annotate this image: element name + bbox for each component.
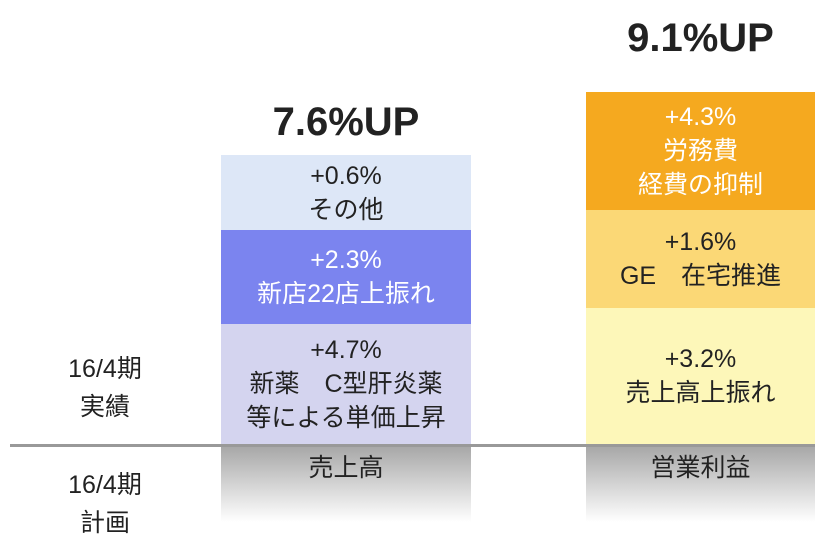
segment-text: GE 在宅推進: [619, 262, 782, 290]
segment: +4.7% 新薬 C型肝炎薬 等による単価上昇: [221, 324, 471, 444]
segment-text: +3.2%: [664, 345, 737, 373]
row-label-plan: 16/4期 計画: [40, 466, 170, 542]
segment: +0.6% その他: [221, 155, 471, 230]
row-label-line: 実績: [79, 393, 130, 421]
segment-text: 労務費: [662, 137, 738, 165]
column-title: 7.6%UP: [272, 100, 420, 144]
segment-text: +2.3%: [310, 246, 382, 274]
column-label: 売上高: [221, 447, 471, 522]
segment-text: 新店22店上振れ: [257, 280, 435, 308]
segment: +3.2% 売上高上振れ: [586, 308, 815, 444]
row-label-line: 16/4期: [68, 355, 142, 383]
segment-text: +4.7%: [310, 336, 382, 364]
segment-text: +1.6%: [664, 228, 737, 256]
column-label: 営業利益: [586, 447, 815, 522]
row-label-line: 計画: [79, 509, 130, 537]
segment-text: その他: [308, 195, 384, 224]
segment-text: +4.3%: [664, 103, 737, 131]
segment-text: 売上高上振れ: [625, 379, 776, 407]
row-label-line: 16/4期: [68, 471, 142, 499]
row-label-actual: 16/4期 実績: [40, 350, 170, 426]
segment-text: 新薬 C型肝炎薬: [249, 370, 443, 398]
segment-text: +0.6%: [310, 161, 382, 190]
segment-text: 経費の抑制: [637, 171, 763, 199]
segment-text: 等による単価上昇: [246, 404, 446, 432]
segment: +2.3% 新店22店上振れ: [221, 230, 471, 324]
baseline: [10, 444, 815, 447]
column-title: 9.1%UP: [627, 16, 774, 60]
segment: +1.6% GE 在宅推進: [586, 210, 815, 308]
segment: +4.3% 労務費 経費の抑制: [586, 92, 815, 210]
